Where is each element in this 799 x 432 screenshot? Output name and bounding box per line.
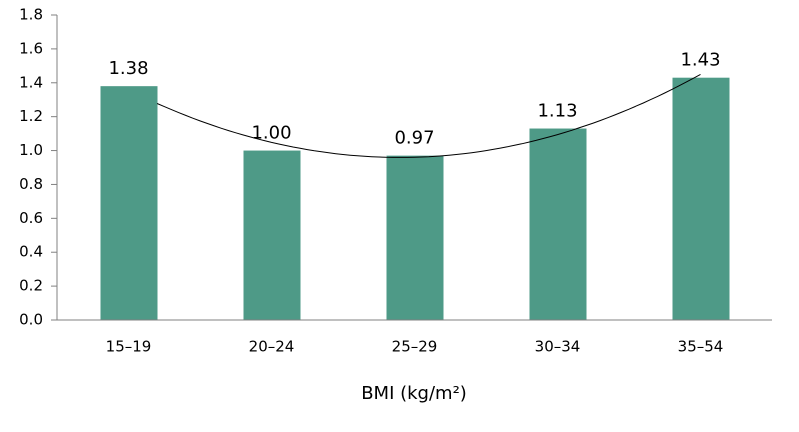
y-tick-label: 0.4 xyxy=(19,243,43,261)
y-tick-label: 1.8 xyxy=(19,6,43,24)
value-label: 1.38 xyxy=(108,58,148,79)
y-tick-label: 0.8 xyxy=(19,175,43,193)
x-tick-label: 35–54 xyxy=(678,338,724,356)
x-tick-label: 15–19 xyxy=(106,338,152,356)
x-axis-title: BMI (kg/m²) xyxy=(361,383,467,404)
x-tick-label: 20–24 xyxy=(249,338,295,356)
x-tick-label: 30–34 xyxy=(535,338,581,356)
bar xyxy=(100,86,158,321)
y-tick-label: 1.0 xyxy=(19,141,43,159)
y-tick-label: 1.6 xyxy=(19,39,43,57)
x-tick-label: 25–29 xyxy=(392,338,438,356)
y-tick-label: 0.6 xyxy=(19,209,43,227)
y-tick-label: 0.0 xyxy=(19,311,43,329)
trendline xyxy=(156,73,701,158)
bar xyxy=(672,77,730,320)
bar xyxy=(386,155,444,320)
bar xyxy=(529,128,587,320)
value-label: 1.00 xyxy=(251,123,291,144)
value-label: 1.43 xyxy=(680,50,720,71)
y-tick-label: 1.2 xyxy=(19,107,43,125)
value-label: 1.13 xyxy=(537,101,577,122)
value-label: 0.97 xyxy=(394,128,434,149)
bar xyxy=(243,150,301,320)
y-tick-label: 0.2 xyxy=(19,277,43,295)
y-tick-label: 1.4 xyxy=(19,73,43,91)
